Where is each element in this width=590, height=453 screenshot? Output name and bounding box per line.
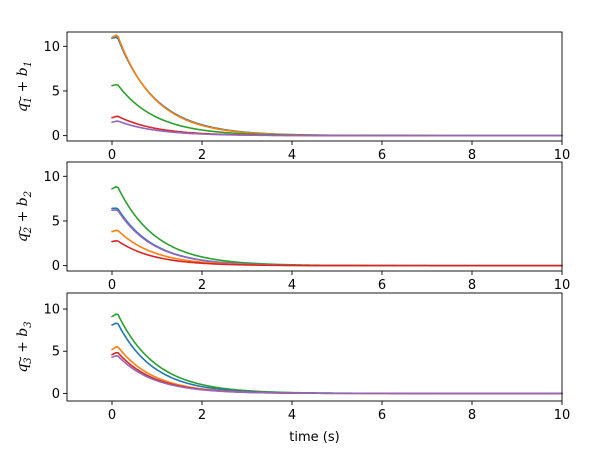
series-line-5	[111, 355, 563, 395]
x-tick-label: 0	[108, 408, 116, 423]
axes-frame	[66, 31, 563, 142]
axes-frame	[66, 161, 563, 272]
y-label-q: q	[15, 364, 31, 373]
y-axis-label: q1 + b1	[15, 61, 34, 112]
y-label-b-subscript: 2	[23, 191, 34, 198]
y-axis-label: q2 + b2	[15, 191, 34, 242]
series-line-5	[111, 240, 563, 267]
y-label-b: b	[15, 328, 31, 337]
y-label-q-subscript: 2	[23, 227, 34, 234]
y-tick-label: 0	[52, 259, 60, 274]
y-label-b: b	[15, 67, 31, 76]
x-tick-label: 8	[468, 148, 476, 163]
x-tick-label: 2	[198, 408, 206, 423]
y-label-plus: +	[15, 206, 31, 227]
y-tick-label: 10	[43, 40, 60, 55]
y-tick-label: 5	[52, 84, 60, 99]
x-tick-label: 8	[468, 278, 476, 293]
x-tick-label: 4	[288, 278, 296, 293]
x-tick-label: 0	[108, 148, 116, 163]
y-label-plus: +	[15, 76, 31, 97]
x-tick-label: 0	[108, 278, 116, 293]
y-tick-label: 5	[52, 214, 60, 229]
y-axis-label: q3 + b3	[15, 321, 34, 372]
x-tick-label: 6	[378, 148, 386, 163]
x-tick-label: 6	[378, 408, 386, 423]
x-tick-label: 4	[288, 408, 296, 423]
axes-frame	[66, 292, 563, 402]
y-label-b-subscript: 1	[23, 61, 34, 67]
x-tick-label: 10	[554, 278, 571, 293]
y-tick-label: 10	[43, 170, 60, 185]
y-label-q-subscript: 1	[23, 97, 34, 103]
tilde-icon	[18, 96, 22, 105]
tilde-icon	[18, 356, 22, 366]
x-tick-label: 10	[554, 148, 571, 163]
x-tick-label: 6	[378, 278, 386, 293]
x-tick-label: 2	[198, 278, 206, 293]
y-label-q-subscript: 3	[23, 357, 34, 363]
y-tick-label: 0	[52, 129, 60, 144]
y-label-plus: +	[15, 337, 31, 358]
y-tick-label: 0	[52, 387, 60, 402]
x-tick-label: 10	[554, 408, 571, 423]
series-line-5	[111, 120, 563, 137]
x-tick-label: 4	[288, 148, 296, 163]
y-label-b: b	[15, 197, 31, 206]
x-axis-label: time (s)	[289, 430, 339, 445]
y-label-q: q	[15, 103, 31, 112]
y-tick-label: 10	[43, 303, 60, 318]
tilde-icon	[18, 226, 22, 235]
y-label-q: q	[15, 233, 31, 242]
y-tick-label: 5	[52, 345, 60, 360]
x-tick-label: 2	[198, 148, 206, 163]
x-tick-label: 8	[468, 408, 476, 423]
y-label-b-subscript: 3	[23, 321, 34, 327]
